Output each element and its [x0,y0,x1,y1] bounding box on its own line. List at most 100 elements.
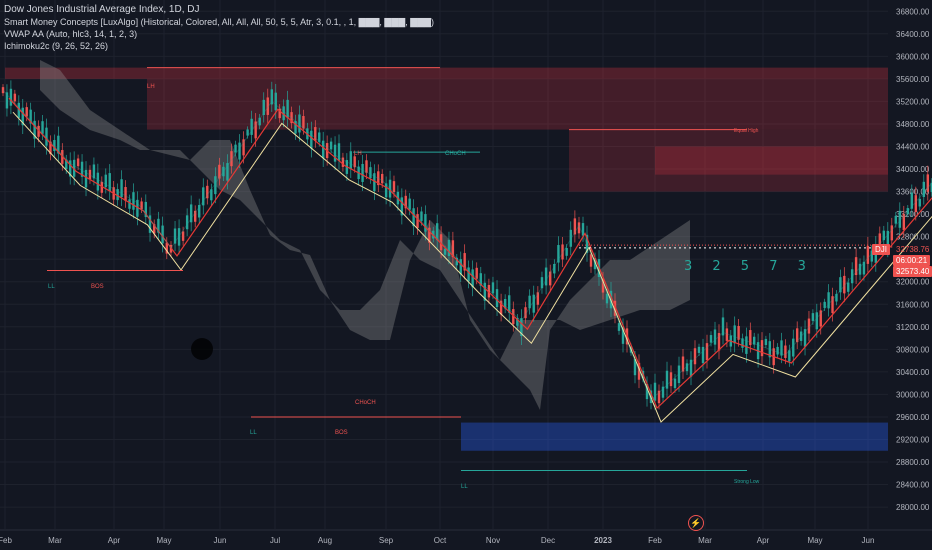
candle-body [653,382,657,401]
candle-body [918,198,921,207]
candle-body [792,338,795,357]
candle-body [569,229,572,247]
candle-body [104,174,107,188]
candle-body [321,140,325,159]
candle-body [5,92,9,109]
candle-body [353,156,356,168]
candle-body [553,263,556,274]
candle-body [807,318,811,334]
price-point [381,180,383,182]
candle-body [53,139,56,152]
candle-body [512,309,515,325]
candle-body [451,240,455,258]
structure-label: BOS [91,284,104,290]
candle-body [577,222,581,234]
candle-body [926,174,929,192]
candle-body [520,318,523,337]
cursor-marker [191,338,213,360]
price-point [650,399,652,401]
candle-body [177,228,181,246]
candle-body [544,267,548,286]
candle-body [524,307,527,319]
candle-body [157,218,160,233]
candle-body [270,89,273,105]
y-tick-label: 29600.00 [896,413,930,422]
indicator-vwap[interactable]: VWAP AA (Auto, hlc3, 14, 1, 2, 3) [4,29,138,39]
candle-body [49,141,52,155]
candle-body [262,99,265,116]
candle-body [400,197,404,216]
candle-body [516,317,519,326]
candle-body [234,144,237,153]
candle-body [745,336,748,354]
countdown-tag: 06:00:21 [893,255,931,266]
candle-body [226,163,229,181]
zone-box [5,67,888,79]
candle-body [116,189,119,201]
candle-body [866,245,870,264]
candle-body [601,278,605,293]
candle-body [148,215,152,233]
candle-body [528,295,531,309]
candle-body [254,121,257,139]
candle-body [428,227,431,243]
y-tick-label: 31600.00 [896,300,930,309]
price-point [137,202,139,204]
candle-body [487,284,491,298]
candle-body [898,210,901,228]
candle-body [701,346,705,364]
candle-body [709,335,713,343]
candle-body [132,192,135,210]
candle-body [689,359,693,377]
structure-label: BOS [335,430,348,436]
candle-body [870,250,873,262]
y-tick-label: 36800.00 [896,7,930,16]
candle-body [882,230,885,241]
candle-body [776,346,779,355]
indicator-ichimoku[interactable]: Ichimoku2c (9, 26, 52, 26) [4,41,109,51]
candle-body [100,181,104,193]
candle-body [717,333,721,351]
candle-body [404,195,407,209]
candle-body [310,130,313,149]
flash-icon[interactable]: ⚡ [688,515,704,531]
candle-body [823,301,826,308]
y-tick-label: 32800.00 [896,233,930,242]
candle-body [274,92,277,111]
candle-body [835,293,838,302]
candle-body [230,151,233,167]
candle-body [902,213,905,230]
candle-body [69,160,72,177]
candle-body [9,88,13,106]
candle-body [384,183,388,198]
candle-body [914,195,917,213]
candle-body [839,277,842,293]
candle-body [827,292,830,309]
candle-body [613,300,617,316]
chart-title: Dow Jones Industrial Average Index, 1D, … [4,4,200,15]
candle-body [459,259,462,275]
zone-box [569,129,888,192]
candle-body [57,135,60,154]
candle-body [447,239,451,257]
indicator-smc[interactable]: Smart Money Concepts [LuxAlgo] (Historic… [4,17,434,27]
price-tag-2: 32573.40 [893,266,932,277]
x-tick-label: Dec [541,536,555,545]
structure-label: CHoCH [445,151,466,157]
candle-body [258,117,261,126]
candle-body [764,338,768,346]
y-tick-label: 30800.00 [896,345,930,354]
candle-body [298,114,301,133]
candle-body [733,325,736,344]
candle-body [930,182,932,193]
candle-body [140,201,143,210]
candle-body [282,106,285,121]
candle-body [278,108,281,119]
ichimoku-cloud [40,60,690,410]
candle-body [854,257,858,276]
x-tick-label: Jun [862,536,875,545]
candle-body [202,187,205,206]
candle-body [439,234,443,251]
